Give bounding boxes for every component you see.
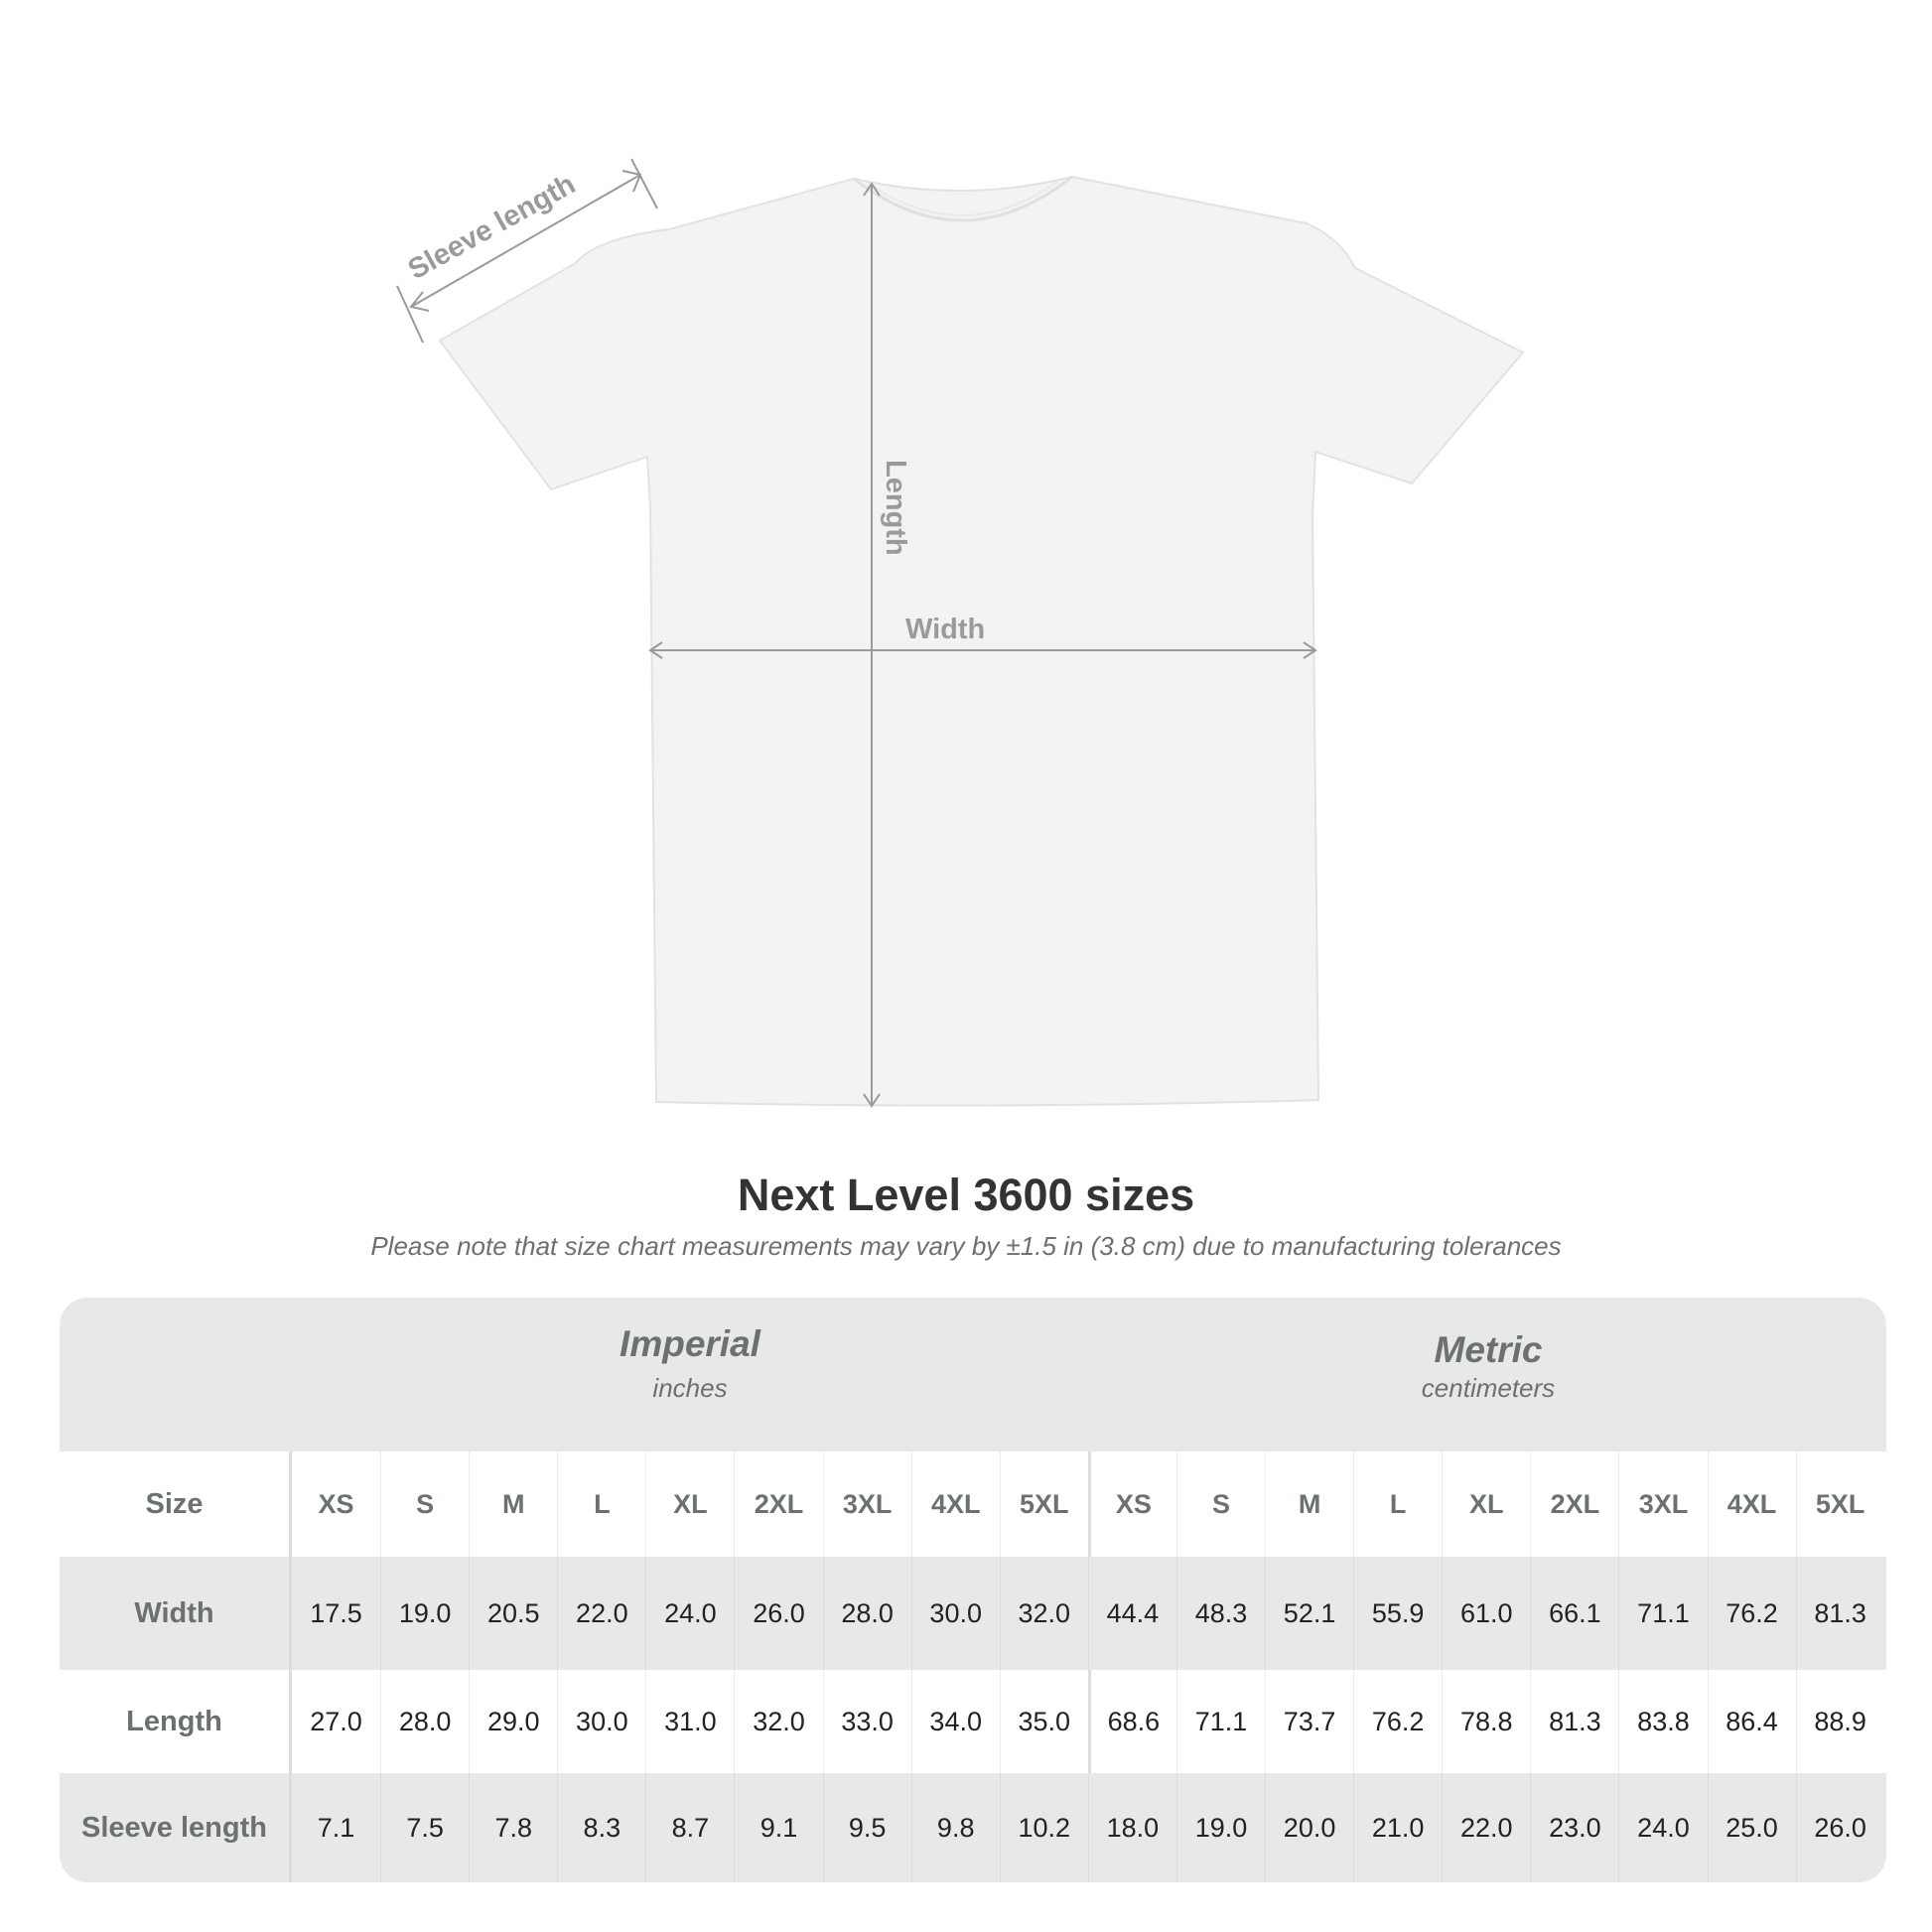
imperial-value-cell: 33.0 xyxy=(822,1670,911,1773)
metric-value-cell: 86.4 xyxy=(1707,1670,1796,1773)
length-arrow xyxy=(863,182,881,1108)
width-label: Width xyxy=(905,614,985,645)
imperial-size-header: 2XL xyxy=(734,1451,822,1557)
tshirt-diagram: Sleeve length Length Width xyxy=(396,158,1525,1108)
sleeve-length-arrow xyxy=(396,158,658,344)
imperial-value-cell: 30.0 xyxy=(910,1557,1000,1670)
metric-header: Metric centimeters xyxy=(1090,1298,1886,1451)
metric-value-cell: 48.3 xyxy=(1175,1557,1265,1670)
metric-unit: centimeters xyxy=(1421,1373,1556,1403)
imperial-size-header: 5XL xyxy=(999,1451,1088,1557)
metric-value-cell: 66.1 xyxy=(1530,1557,1618,1670)
imperial-value-cell: 22.0 xyxy=(557,1557,645,1670)
imperial-value-cell: 19.0 xyxy=(380,1557,469,1670)
imperial-value-cell: 30.0 xyxy=(557,1670,645,1773)
metric-value-cell: 55.9 xyxy=(1353,1557,1442,1670)
imperial-size-header: XS xyxy=(318,1488,354,1519)
metric-value-cell: 18.0 xyxy=(1087,1773,1176,1882)
metric-value-cell: 71.1 xyxy=(1175,1670,1265,1773)
imperial-value-cell: 7.5 xyxy=(380,1773,469,1882)
size-chart-table: Imperial inches Metric centimeters Size X… xyxy=(60,1298,1886,1882)
metric-value-cell: 24.0 xyxy=(1618,1773,1707,1882)
imperial-size-header: L xyxy=(557,1451,645,1557)
imperial-value-cell: 29.0 xyxy=(469,1670,557,1773)
table-row: Sleeve length 7.1 7.5 7.8 8.3 8.7 9.1 9.5 9.8 10.… xyxy=(60,1773,1886,1882)
metric-size-header: 3XL xyxy=(1618,1451,1707,1557)
imperial-value-cell: 10.2 xyxy=(999,1773,1088,1882)
row-label: Length xyxy=(60,1670,292,1773)
metric-value-cell: 26.0 xyxy=(1795,1773,1884,1882)
metric-size-header: 4XL xyxy=(1707,1451,1796,1557)
imperial-title: Imperial xyxy=(620,1323,760,1364)
imperial-size-header: XL xyxy=(645,1451,734,1557)
imperial-value-cell: 8.3 xyxy=(557,1773,645,1882)
imperial-unit: inches xyxy=(652,1373,728,1403)
metric-value-cell: 81.3 xyxy=(1530,1670,1618,1773)
imperial-value-cell: 17.5 xyxy=(310,1597,362,1628)
imperial-value-cell: 7.1 xyxy=(317,1812,355,1843)
imperial-value-cell: 9.8 xyxy=(910,1773,1000,1882)
imperial-value-cell: 32.0 xyxy=(999,1557,1088,1670)
table-row: Length 27.0 28.0 29.0 30.0 31.0 32.0 33.0 34.0 35… xyxy=(60,1670,1886,1773)
metric-size-header: 5XL xyxy=(1795,1451,1884,1557)
imperial-header: Imperial inches xyxy=(292,1298,1088,1451)
row-label: Size xyxy=(60,1451,292,1557)
row-label: Width xyxy=(60,1557,292,1670)
size-header-row: Size XS S M L XL 2XL 3XL 4XL 5XL XS S M L XL 2XL 3XL 4XL 5… xyxy=(60,1451,1886,1557)
sleeve-length-label: Sleeve length xyxy=(403,168,581,286)
metric-value-cell: 73.7 xyxy=(1265,1670,1353,1773)
metric-value-cell: 76.2 xyxy=(1707,1557,1796,1670)
imperial-value-cell: 28.0 xyxy=(380,1670,469,1773)
page-title: Next Level 3600 sizes xyxy=(737,1170,1195,1220)
imperial-value-cell: 20.5 xyxy=(469,1557,557,1670)
imperial-value-cell: 34.0 xyxy=(910,1670,1000,1773)
metric-value-cell: 78.8 xyxy=(1442,1670,1530,1773)
metric-value-cell: 52.1 xyxy=(1265,1557,1353,1670)
metric-size-header: XS xyxy=(1087,1451,1176,1557)
collar xyxy=(853,175,1073,222)
table-row: Width 17.5 19.0 20.5 22.0 24.0 26.0 28.0 30.0 32.… xyxy=(60,1557,1886,1670)
imperial-value-cell: 28.0 xyxy=(822,1557,911,1670)
metric-value-cell: 44.4 xyxy=(1087,1557,1176,1670)
metric-value-cell: 71.1 xyxy=(1618,1557,1707,1670)
metric-size-header: XL xyxy=(1442,1451,1530,1557)
metric-title: Metric xyxy=(1434,1329,1543,1370)
metric-value-cell: 23.0 xyxy=(1530,1773,1618,1882)
metric-value-cell: 76.2 xyxy=(1353,1670,1442,1773)
imperial-size-header: S xyxy=(380,1451,469,1557)
collar-rib xyxy=(868,181,1058,216)
metric-value-cell: 22.0 xyxy=(1442,1773,1530,1882)
imperial-value-cell: 9.5 xyxy=(822,1773,911,1882)
imperial-value-cell: 7.8 xyxy=(469,1773,557,1882)
width-arrow xyxy=(648,641,1317,659)
metric-value-cell: 21.0 xyxy=(1353,1773,1442,1882)
length-label: Length xyxy=(880,460,911,556)
imperial-value-cell: 8.7 xyxy=(645,1773,734,1882)
tolerance-note: Please note that size chart measurements… xyxy=(370,1231,1562,1261)
metric-size-header: L xyxy=(1353,1451,1442,1557)
metric-value-cell: 20.0 xyxy=(1265,1773,1353,1882)
imperial-value-cell: 31.0 xyxy=(645,1670,734,1773)
imperial-value-cell: 24.0 xyxy=(645,1557,734,1670)
metric-size-header: 2XL xyxy=(1530,1451,1618,1557)
metric-size-header: S xyxy=(1175,1451,1265,1557)
metric-value-cell: 68.6 xyxy=(1087,1670,1176,1773)
imperial-size-header: 4XL xyxy=(910,1451,1000,1557)
metric-value-cell: 19.0 xyxy=(1175,1773,1265,1882)
imperial-value-cell: 9.1 xyxy=(734,1773,822,1882)
metric-value-cell: 25.0 xyxy=(1707,1773,1796,1882)
imperial-value-cell: 26.0 xyxy=(734,1557,822,1670)
imperial-value-cell: 32.0 xyxy=(734,1670,822,1773)
imperial-size-header: M xyxy=(469,1451,557,1557)
metric-value-cell: 83.8 xyxy=(1618,1670,1707,1773)
imperial-value-cell: 35.0 xyxy=(999,1670,1088,1773)
imperial-size-header: 3XL xyxy=(822,1451,911,1557)
metric-value-cell: 88.9 xyxy=(1795,1670,1884,1773)
row-label: Sleeve length xyxy=(60,1773,292,1882)
imperial-value-cell: 27.0 xyxy=(310,1706,362,1736)
metric-size-header: M xyxy=(1265,1451,1353,1557)
tshirt-image xyxy=(438,175,1525,1107)
metric-value-cell: 81.3 xyxy=(1795,1557,1884,1670)
metric-value-cell: 61.0 xyxy=(1442,1557,1530,1670)
